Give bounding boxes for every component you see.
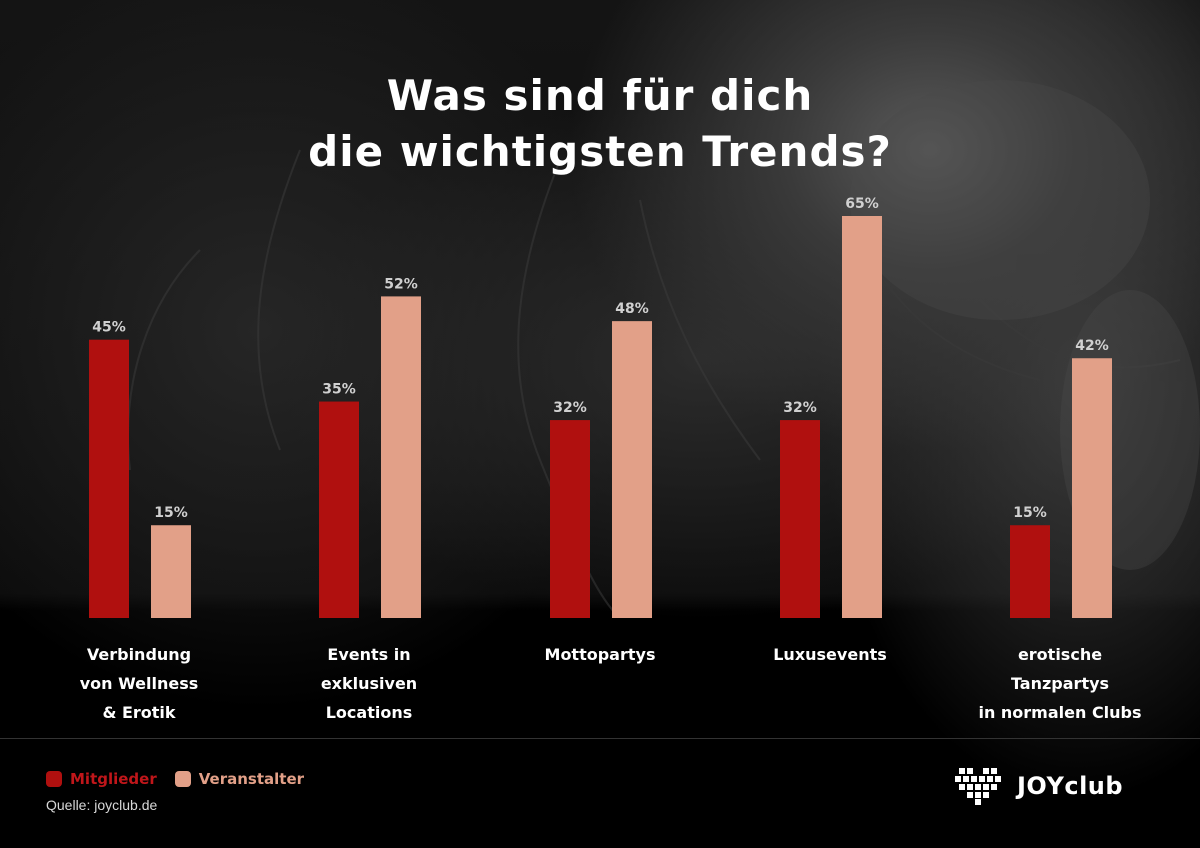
- category-label-tanzpartys: erotische Tanzpartys in normalen Clubs: [978, 645, 1142, 722]
- bar-veranstalter-mottopartys: [612, 321, 652, 618]
- footer-divider: [0, 738, 1200, 739]
- legend: Mitglieder Veranstalter: [46, 770, 322, 788]
- bar-veranstalter-luxusevents: [842, 216, 882, 618]
- bar-veranstalter-wellness: [151, 525, 191, 618]
- bar-mitglieder-tanzpartys: [1010, 525, 1050, 618]
- joyclub-logo: JOYclub: [955, 766, 1123, 806]
- bar-value-label-veranstalter-mottopartys: 48%: [615, 301, 649, 317]
- legend-item-mitglieder: Mitglieder: [46, 770, 157, 788]
- legend-item-veranstalter: Veranstalter: [174, 770, 305, 788]
- logo-text: JOYclub: [1017, 772, 1124, 800]
- bar-value-label-mitglieder-events: 35%: [322, 382, 356, 398]
- legend-label-veranstalter: Veranstalter: [198, 770, 305, 788]
- legend-label-mitglieder: Mitglieder: [70, 770, 157, 788]
- bar-mitglieder-wellness: [89, 339, 129, 618]
- bar-chart: 45% 15% 35% 52% 32% 48% 32% 65% 15% 42%: [89, 196, 1112, 618]
- bar-value-label-mitglieder-wellness: 45%: [92, 320, 126, 336]
- bar-value-label-veranstalter-wellness: 15%: [154, 505, 188, 521]
- bar-value-label-mitglieder-mottopartys: 32%: [553, 400, 587, 416]
- bar-value-label-mitglieder-luxusevents: 32%: [783, 400, 817, 416]
- bar-mitglieder-events: [319, 401, 359, 618]
- source-note: Quelle: joyclub.de: [46, 797, 158, 813]
- bar-value-label-mitglieder-tanzpartys: 15%: [1013, 505, 1047, 521]
- category-label-wellness: Verbindung von Wellness & Erotik: [79, 645, 199, 722]
- category-label-mottopartys: Mottopartys: [544, 645, 656, 664]
- legend-swatch-veranstalter: [174, 771, 191, 787]
- bar-value-label-veranstalter-tanzpartys: 42%: [1075, 338, 1109, 354]
- category-label-luxusevents: Luxusevents: [773, 645, 887, 664]
- category-label-events: Events in exklusiven Locations: [320, 645, 418, 722]
- bar-value-label-veranstalter-events: 52%: [384, 276, 418, 292]
- bar-mitglieder-luxusevents: [780, 420, 820, 618]
- legend-swatch-mitglieder: [46, 771, 62, 787]
- bar-value-label-veranstalter-luxusevents: 65%: [845, 196, 879, 212]
- bar-veranstalter-tanzpartys: [1072, 358, 1112, 618]
- bar-mitglieder-mottopartys: [550, 420, 590, 618]
- heart-pixel-icon: [955, 768, 1001, 805]
- chart-title: Was sind für dich die wichtigsten Trends…: [308, 71, 892, 176]
- bar-veranstalter-events: [381, 296, 421, 618]
